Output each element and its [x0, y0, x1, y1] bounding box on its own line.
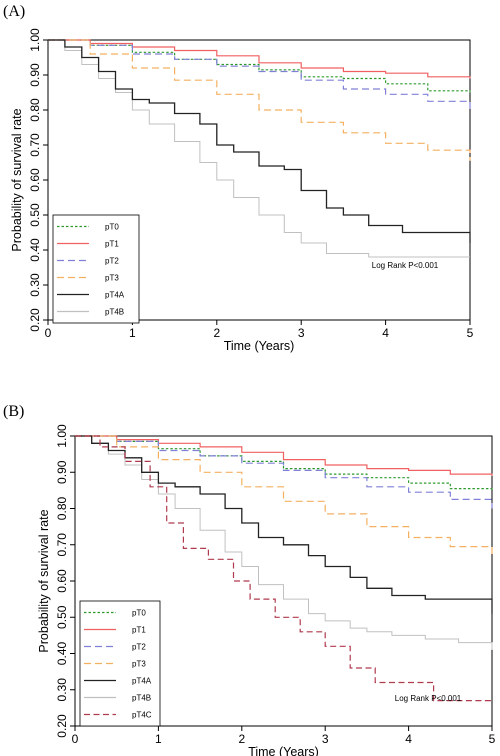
y-tick-label: 0.70: [28, 133, 42, 157]
y-tick-label: 0.20: [55, 714, 69, 738]
legend-label-pt3: pT3: [105, 274, 119, 283]
y-tick-label: 0.50: [55, 605, 69, 629]
x-tick-label: 4: [382, 326, 389, 340]
legend-box: [79, 600, 161, 727]
legend-label-pt2: pT2: [132, 643, 146, 652]
legend-label-pt4a: pT4A: [105, 291, 125, 300]
series-line-pt2: [48, 39, 471, 110]
x-tick-label: 3: [322, 732, 329, 746]
legend-label-pt1: pT1: [132, 626, 146, 635]
series-line-pt3: [48, 39, 471, 161]
series-line-pt4a: [48, 39, 471, 243]
y-tick-label: 0.90: [28, 63, 42, 87]
y-tick-label: 1.00: [28, 28, 42, 52]
panel-label: (B): [3, 403, 24, 420]
x-tick-label: 0: [45, 326, 52, 340]
legend-label-pt0: pT0: [132, 609, 146, 618]
log-rank-note: Log Rank P<0.001: [395, 694, 462, 703]
series-line-pt2: [75, 435, 493, 509]
survival-panel-a: (A) 0 1 2 3 4 5 0.20 0.30 0.40 0.50 0.60 0.70 0.80 0.9…: [3, 3, 474, 353]
panel-label: (A): [3, 3, 25, 20]
x-tick-label: 2: [213, 326, 220, 340]
legend-label-pt4b: pT4B: [132, 694, 151, 703]
y-tick-label: 0.60: [28, 168, 42, 192]
y-tick-label: 0.90: [55, 460, 69, 484]
series-line-pt4b: [75, 435, 493, 650]
legend-label-pt4c: pT4C: [132, 711, 152, 720]
legend-label-pt4b: pT4B: [105, 308, 124, 317]
y-tick-label: 1.00: [55, 424, 69, 448]
y-tick-label: 0.30: [28, 273, 42, 297]
legend-label-pt0: pT0: [105, 223, 119, 232]
series-line-pt4c: [75, 435, 492, 702]
y-tick-label: 0.80: [55, 496, 69, 520]
legend-label-pt4a: pT4A: [132, 677, 152, 686]
x-tick-label: 1: [129, 326, 136, 340]
x-axis-title: Time (Years): [248, 745, 319, 756]
series-line-pt4b: [48, 39, 470, 258]
x-tick-label: 5: [489, 732, 496, 746]
x-tick-label: 0: [72, 732, 79, 746]
y-tick-label: 0.50: [28, 203, 42, 227]
x-tick-label: 5: [467, 326, 474, 340]
survival-panel-b: (B) 0 1 2 3 4 5 0.20 0.30 0.40 0.50 0.60 0.70 0.80 0.9…: [3, 403, 496, 756]
y-tick-label: 0.70: [55, 533, 69, 557]
log-rank-note: Log Rank P<0.001: [372, 261, 439, 270]
y-tick-label: 0.30: [55, 678, 69, 702]
y-axis-title: Probability of survival rate: [37, 509, 51, 652]
y-tick-label: 0.20: [28, 308, 42, 332]
series-line-pt3: [75, 435, 493, 556]
y-axis-title: Probability of survival rate: [10, 108, 24, 251]
legend-box: [52, 214, 140, 324]
series-line-pt4a: [75, 435, 493, 614]
x-axis-title: Time (Years): [224, 339, 295, 353]
legend-label-pt2: pT2: [105, 257, 119, 266]
legend-label-pt1: pT1: [105, 240, 119, 249]
y-tick-label: 0.60: [55, 569, 69, 593]
y-tick-label: 0.40: [55, 641, 69, 665]
x-tick-label: 3: [298, 326, 305, 340]
x-tick-label: 4: [405, 732, 412, 746]
x-tick-label: 1: [155, 732, 162, 746]
y-tick-label: 0.80: [28, 98, 42, 122]
x-tick-label: 2: [238, 732, 245, 746]
y-tick-label: 0.40: [28, 238, 42, 262]
series-line-pt1: [48, 39, 471, 79]
legend-label-pt3: pT3: [132, 660, 146, 669]
